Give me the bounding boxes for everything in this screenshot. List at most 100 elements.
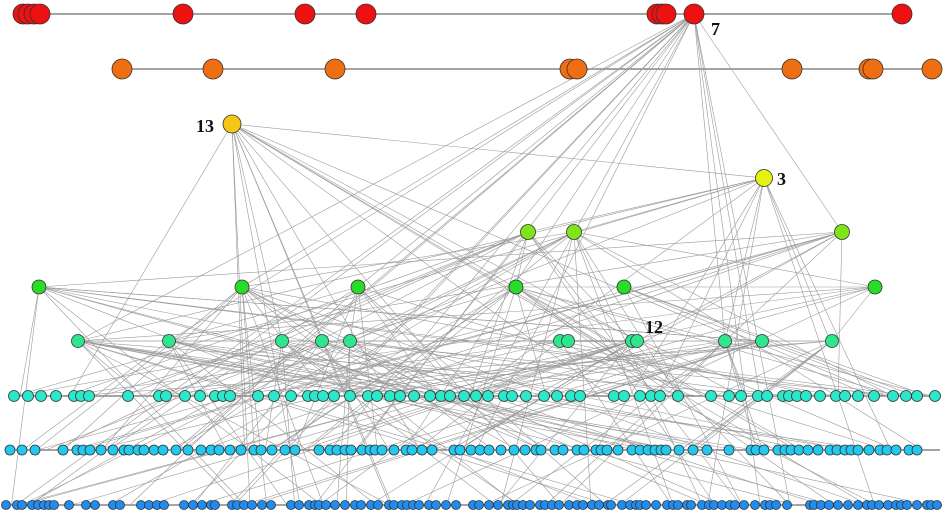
node-level-6 xyxy=(718,334,732,348)
node-level-0 xyxy=(683,3,705,25)
node-level-8 xyxy=(557,444,569,456)
edge xyxy=(231,123,867,506)
node-level-7 xyxy=(538,390,550,402)
edge xyxy=(623,286,916,397)
node-level-7 xyxy=(723,390,735,402)
node-level-8 xyxy=(279,444,291,456)
edge xyxy=(38,286,889,397)
edge xyxy=(69,123,233,397)
node-level-3 xyxy=(755,169,773,187)
node-level-9 xyxy=(210,500,220,510)
node-level-9 xyxy=(257,500,267,510)
node-label-12: 12 xyxy=(645,317,663,337)
node-level-9 xyxy=(641,500,651,510)
node-level-7 xyxy=(551,390,563,402)
node-level-9 xyxy=(340,500,350,510)
edge xyxy=(763,177,831,342)
edge xyxy=(761,340,906,397)
node-level-6 xyxy=(275,334,289,348)
edges xyxy=(11,13,933,506)
edge xyxy=(440,340,763,397)
edge xyxy=(77,340,610,506)
node-level-9 xyxy=(843,500,853,510)
node-level-8 xyxy=(84,444,96,456)
node-level-8 xyxy=(519,444,531,456)
node-level-7 xyxy=(574,390,586,402)
node-level-8 xyxy=(289,444,301,456)
edge xyxy=(693,13,843,233)
edge xyxy=(168,286,359,342)
node-level-8 xyxy=(313,444,325,456)
node-level-8 xyxy=(148,444,160,456)
node-level-4 xyxy=(566,224,582,240)
edge xyxy=(314,13,695,506)
edge xyxy=(515,286,896,451)
node-level-7 xyxy=(735,390,747,402)
edge xyxy=(595,177,765,451)
edge xyxy=(21,231,575,506)
edge xyxy=(321,340,906,397)
node-level-7 xyxy=(8,390,20,402)
edge xyxy=(357,286,463,397)
node-level-8 xyxy=(182,444,194,456)
edge xyxy=(321,340,822,506)
node-level-8 xyxy=(612,444,624,456)
edge xyxy=(168,340,629,397)
edge xyxy=(231,123,872,397)
edge xyxy=(515,286,662,397)
node-level-8 xyxy=(508,444,520,456)
node-level-7 xyxy=(194,390,206,402)
node-level-7 xyxy=(618,390,630,402)
edge xyxy=(619,340,833,506)
edge xyxy=(14,177,765,397)
edge xyxy=(19,286,40,397)
node-level-5 xyxy=(234,279,250,295)
node-level-7 xyxy=(887,390,899,402)
node-level-9 xyxy=(554,500,564,510)
edge xyxy=(38,286,656,451)
node-level-0 xyxy=(355,3,377,25)
node-level-8 xyxy=(495,444,507,456)
node-level-7 xyxy=(761,390,773,402)
node-level-9 xyxy=(247,500,257,510)
edge xyxy=(831,286,876,342)
node-level-8 xyxy=(388,444,400,456)
edge xyxy=(231,123,561,506)
edge xyxy=(515,231,529,288)
node-level-8 xyxy=(345,444,357,456)
edge xyxy=(231,123,251,506)
node-level-0 xyxy=(655,3,677,25)
edge xyxy=(16,340,633,506)
node-level-6 xyxy=(630,334,644,348)
edge xyxy=(469,231,529,397)
node-level-9 xyxy=(474,500,484,510)
node-level-9 xyxy=(49,500,59,510)
node-level-8 xyxy=(863,444,875,456)
node-level-9 xyxy=(673,500,683,510)
node-level-8 xyxy=(416,444,428,456)
node-level-8 xyxy=(138,444,150,456)
edge xyxy=(559,340,673,506)
edge xyxy=(346,340,351,506)
node-level-4 xyxy=(834,224,850,240)
node-level-9 xyxy=(266,500,276,510)
edge xyxy=(149,340,633,506)
edge xyxy=(500,231,575,506)
edge xyxy=(281,231,529,342)
node-level-8 xyxy=(235,444,247,456)
node-level-7 xyxy=(252,390,264,402)
node-level-7 xyxy=(672,390,684,402)
edge xyxy=(515,286,547,397)
node-level-7 xyxy=(35,390,47,402)
edge xyxy=(693,13,791,506)
edge xyxy=(77,340,442,397)
node-level-1 xyxy=(566,58,588,80)
edge xyxy=(193,340,323,506)
edge xyxy=(231,123,393,506)
node-level-7 xyxy=(654,390,666,402)
edge xyxy=(515,286,803,451)
edge xyxy=(15,13,695,506)
edge xyxy=(763,177,891,451)
node-level-1 xyxy=(862,58,884,80)
